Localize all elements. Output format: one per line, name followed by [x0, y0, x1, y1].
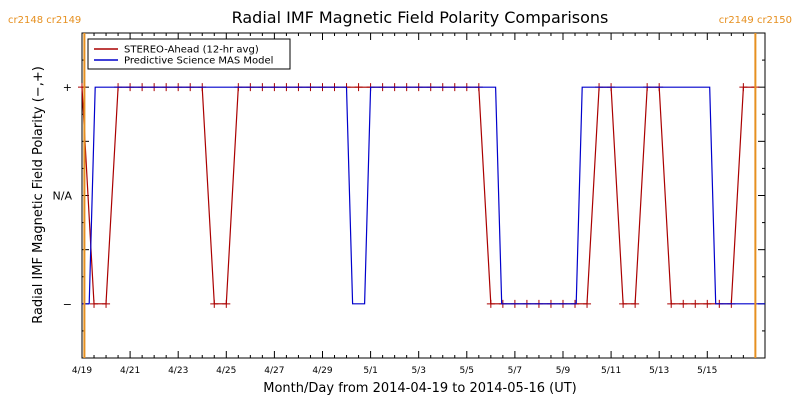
- carrington-label-right: cr2149 cr2150: [719, 15, 792, 26]
- series-marker-0: [210, 299, 219, 308]
- x-tick-label: 5/1: [363, 366, 377, 376]
- series-line-0: [81, 86, 756, 305]
- series-marker-0: [739, 83, 748, 92]
- x-tick-label: 5/3: [411, 366, 425, 376]
- series-marker-0: [691, 299, 700, 308]
- x-axis-label: Month/Day from 2014-04-19 to 2014-05-16 …: [263, 381, 576, 396]
- x-tick-label: 4/27: [264, 366, 284, 376]
- y-tick-label: N/A: [53, 190, 73, 203]
- series-marker-0: [583, 299, 592, 308]
- legend-label-0: STEREO-Ahead (12-hr avg): [124, 45, 259, 56]
- series-marker-0: [354, 83, 363, 92]
- x-tick-label: 4/25: [216, 366, 236, 376]
- plot-frame: [81, 32, 766, 359]
- x-tick-label: 5/13: [649, 366, 669, 376]
- y-tick-label: +: [63, 81, 72, 94]
- series-marker-0: [222, 299, 231, 308]
- x-tick-label: 5/11: [601, 366, 621, 376]
- series-marker-0: [619, 299, 628, 308]
- x-tick-label: 4/21: [120, 366, 140, 376]
- x-tick-label: 5/9: [556, 366, 571, 376]
- chart-title: Radial IMF Magnetic Field Polarity Compa…: [232, 8, 609, 27]
- series-marker-0: [667, 299, 676, 308]
- y-tick-label: −: [63, 298, 72, 311]
- series-marker-0: [90, 299, 99, 308]
- series-marker-0: [679, 299, 688, 308]
- x-tick-label: 5/7: [508, 366, 522, 376]
- plot-area: 4/19 4/21 4/23 4/25 4/27 4/29 5/1 5/3 5/5 5/7 5/9 5…: [53, 32, 766, 376]
- carrington-label-left: cr2148 cr2149: [8, 15, 81, 26]
- x-tick-label: 4/23: [168, 366, 188, 376]
- series-marker-0: [486, 299, 495, 308]
- x-tick-label: 4/19: [72, 366, 92, 376]
- x-tick-label: 5/15: [697, 366, 717, 376]
- series-line-1: [82, 86, 765, 305]
- x-tick-label: 5/5: [460, 366, 474, 376]
- series-marker-0: [631, 299, 640, 308]
- x-tick-label: 4/29: [312, 366, 332, 376]
- legend-box: [87, 38, 291, 70]
- y-axis-label: Radial IMF Magnetic Field Polarity (−,+): [31, 66, 46, 324]
- series-marker-0: [102, 299, 111, 308]
- series-marker-0: [703, 299, 712, 308]
- legend-label-1: Predictive Science MAS Model: [124, 56, 273, 67]
